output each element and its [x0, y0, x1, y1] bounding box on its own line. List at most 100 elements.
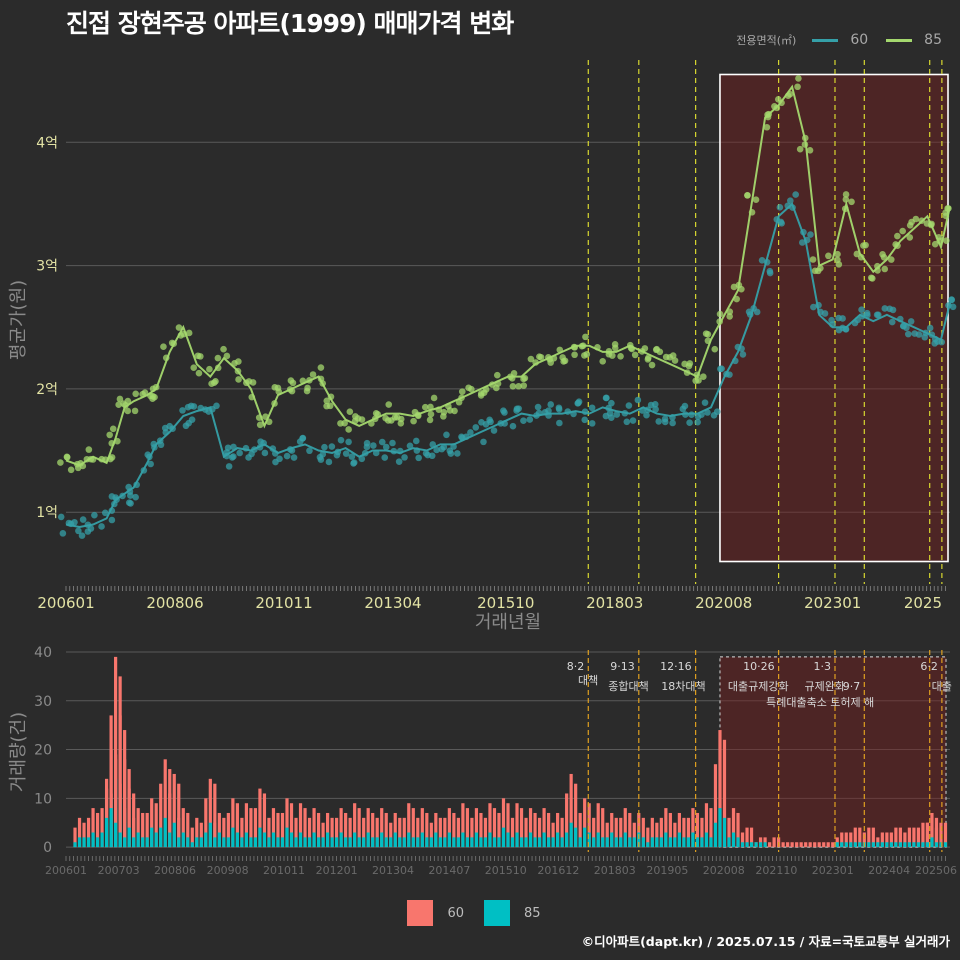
volume-bar-60	[163, 759, 167, 848]
volume-bar-60	[655, 822, 659, 848]
volume-bar-85	[637, 832, 641, 848]
volume-bar-60	[285, 798, 289, 848]
series-85-point	[108, 454, 116, 461]
volume-bar-60	[240, 817, 244, 848]
volume-bar-60	[114, 656, 118, 848]
volume-bar-85	[713, 822, 718, 848]
volume-bar-60	[826, 842, 830, 848]
volume-bar-85	[150, 827, 154, 848]
volume-bar-60	[100, 808, 104, 848]
volume-bar-60	[344, 812, 348, 848]
volume-bar-85	[934, 842, 939, 848]
price-y-tick-label: 3억	[36, 259, 58, 275]
series-85-point	[326, 402, 334, 410]
volume-bar-85	[321, 837, 325, 848]
series-60-point	[643, 411, 650, 419]
series-85-point	[421, 403, 429, 411]
volume-bar-85	[745, 842, 749, 848]
volume-bar-60	[939, 822, 943, 848]
series-60-point	[125, 499, 133, 506]
volume-bar-60	[862, 832, 866, 848]
volume-bar-85	[686, 837, 691, 848]
series-60-point	[98, 523, 105, 530]
volume-bar-60	[253, 808, 258, 848]
policy-name-label: 18차대책	[661, 680, 705, 693]
volume-bar-85	[592, 837, 596, 848]
volume-bar-85	[619, 837, 623, 848]
bar-legend-label-60: 60	[447, 905, 464, 921]
series-60-point	[652, 405, 659, 413]
series-85-point	[440, 413, 447, 420]
series-85-point	[681, 360, 688, 368]
volume-bar-60	[781, 842, 785, 848]
volume-bar-60	[916, 827, 921, 848]
volume-bar-85	[262, 832, 267, 848]
series-60-point	[792, 191, 799, 198]
series-85-point	[124, 397, 132, 405]
volume-bar-85	[596, 832, 600, 848]
volume-bar-60	[195, 817, 199, 848]
legend-title: 전용면적(㎡)	[736, 34, 797, 47]
volume-bar-85	[267, 837, 271, 848]
volume-bar-60	[628, 812, 632, 848]
volume-bar-60	[700, 817, 704, 848]
bar-legend-key-60	[407, 900, 434, 926]
volume-bar-60	[136, 808, 140, 848]
volume-bar-60	[731, 808, 736, 848]
volume-bar-85	[95, 837, 100, 848]
volume-bar-60	[123, 759, 127, 848]
volume-x-tick-label: 201201	[316, 864, 358, 877]
volume-bar-60	[822, 842, 826, 848]
volume-bar-85	[344, 837, 348, 848]
volume-bar-60	[335, 817, 339, 848]
series-85-point	[809, 256, 817, 263]
series-85-point	[860, 242, 867, 249]
series-60-point	[588, 404, 596, 412]
volume-bar-85	[876, 842, 880, 848]
series-60-point	[694, 418, 701, 426]
volume-bar-60	[168, 793, 172, 848]
volume-bar-85	[420, 832, 424, 848]
series-60-point	[623, 418, 631, 426]
legend-label-60: 60	[850, 32, 869, 48]
volume-bar-60	[704, 803, 709, 848]
volume-bar-60	[303, 808, 307, 848]
volume-bar-85	[199, 837, 203, 848]
volume-bar-60	[339, 808, 343, 848]
series-85-point	[695, 377, 702, 384]
volume-x-tick-label: 201011	[263, 864, 305, 877]
volume-bar-85	[628, 837, 632, 848]
price-x-tick-label: 202008	[695, 594, 752, 612]
volume-bar-85	[109, 808, 113, 848]
series-60-point	[873, 311, 881, 319]
series-85-point	[653, 345, 661, 353]
series-60-point	[629, 417, 637, 424]
volume-bar-85	[118, 832, 122, 848]
volume-bar-85	[312, 832, 316, 848]
series-85-point	[235, 358, 242, 365]
policy-name-label: 규제완화	[805, 680, 845, 693]
volume-bar-85	[461, 832, 465, 848]
series-60-point	[290, 454, 298, 461]
volume-bar-85	[132, 837, 136, 848]
series-60-point	[438, 445, 446, 453]
series-85-point	[794, 83, 801, 91]
volume-bar-85	[335, 837, 339, 848]
series-60-point	[406, 442, 414, 450]
series-85-point	[527, 355, 535, 363]
series-60-point	[395, 458, 403, 465]
volume-bar-85	[921, 842, 925, 848]
series-60-point	[370, 442, 377, 449]
series-85-point	[132, 390, 139, 398]
volume-bar-60	[542, 808, 546, 848]
volume-bar-85	[560, 837, 564, 848]
chart-title: 진접 장현주공 아파트(1999) 매매가격 변화	[66, 9, 514, 38]
series-60-point	[613, 411, 621, 418]
series-85-point	[648, 361, 656, 369]
series-60-point	[59, 530, 67, 537]
volume-bar-85	[366, 832, 370, 848]
volume-bar-60	[325, 812, 330, 848]
volume-bar-85	[655, 837, 659, 848]
volume-bar-60	[366, 808, 370, 848]
volume-bar-60	[871, 827, 875, 848]
